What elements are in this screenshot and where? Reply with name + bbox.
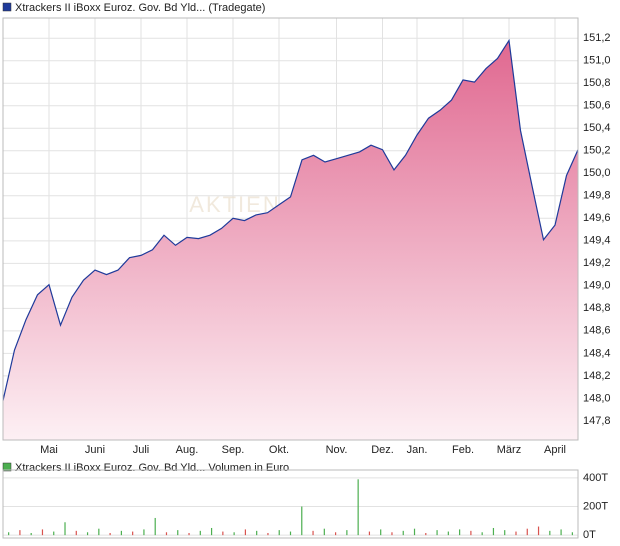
- volume-bar: [549, 530, 551, 536]
- y-tick-label: 147,8: [583, 415, 611, 427]
- x-tick-label: Juli: [133, 444, 150, 456]
- x-tick-label: Feb.: [452, 444, 474, 456]
- volume-bar: [323, 528, 325, 536]
- y-tick-label: 151,2: [583, 32, 611, 44]
- volume-bar: [41, 529, 44, 536]
- volume-bar: [537, 526, 540, 536]
- volume-bar: [526, 528, 528, 536]
- volume-bar: [346, 530, 348, 536]
- volume-bar: [256, 530, 258, 536]
- volume-bar: [402, 530, 404, 536]
- volume-bar: [8, 532, 10, 536]
- price-line: [2, 38, 579, 401]
- y-tick-label: 150,2: [583, 145, 611, 157]
- y-tick-label: 149,6: [583, 212, 611, 224]
- volume-bar: [222, 531, 224, 536]
- y-tick-label: 151,0: [583, 55, 611, 67]
- volume-bar: [459, 529, 461, 536]
- chart-title: Xtrackers II iBoxx Euroz. Gov. Bd Yld...…: [15, 2, 265, 14]
- y-tick-label: 148,4: [583, 347, 611, 359]
- volume-bar: [481, 532, 483, 536]
- volume-bar: [571, 532, 573, 536]
- legend-swatch: [2, 462, 12, 472]
- volume-bar: [98, 528, 100, 536]
- volume-bar: [380, 529, 382, 536]
- y-tick-label: 148,2: [583, 370, 611, 382]
- x-tick-label: Nov.: [326, 444, 348, 456]
- volume-bar: [109, 532, 111, 536]
- y-tick-label: 148,0: [583, 392, 611, 404]
- watermark: AKTIEN: [189, 192, 280, 217]
- volume-bar: [132, 531, 134, 536]
- x-tick-label: Dez.: [371, 444, 394, 456]
- volume-bar: [470, 530, 472, 536]
- volume-bar: [53, 531, 55, 536]
- y-tick-label: 148,8: [583, 302, 611, 314]
- y-tick-label: 149,8: [583, 190, 611, 202]
- y-tick-label: 150,6: [583, 100, 611, 112]
- volume-bar: [368, 531, 371, 536]
- y-tick-label: 149,2: [583, 257, 611, 269]
- volume-bar: [154, 517, 156, 536]
- volume-bar: [64, 522, 66, 536]
- volume-bar: [75, 530, 77, 536]
- volume-bar: [267, 532, 269, 536]
- volume-bar: [289, 531, 292, 536]
- volume-bar: [165, 532, 168, 536]
- volume-bar: [210, 527, 213, 536]
- x-tick-label: Okt.: [269, 444, 289, 456]
- volume-bar: [19, 530, 21, 536]
- volume-bar: [199, 530, 201, 536]
- area-fill: [3, 40, 578, 440]
- x-tick-label: Juni: [85, 444, 105, 456]
- x-tick-label: Mai: [40, 444, 58, 456]
- y-tick-label: 148,6: [583, 325, 611, 337]
- volume-bar: [143, 529, 145, 536]
- volume-bar: [492, 527, 495, 536]
- y-tick-label: 400T: [583, 472, 608, 484]
- volume-bar: [425, 532, 427, 536]
- volume-bar: [86, 532, 89, 536]
- volume-bar: [177, 530, 179, 536]
- x-tick-label: Sep.: [222, 444, 245, 456]
- x-tick-label: Jan.: [407, 444, 428, 456]
- x-tick-label: April: [544, 444, 566, 456]
- volume-bar: [301, 506, 303, 536]
- y-tick-label: 0T: [583, 529, 596, 541]
- x-tick-label: Aug.: [176, 444, 199, 456]
- volume-bar: [504, 530, 506, 536]
- volume-bar: [312, 530, 314, 536]
- plot-frame: [2, 17, 579, 441]
- y-tick-label: 150,0: [583, 167, 611, 179]
- x-tick-label: März: [497, 444, 521, 456]
- volume-bar: [188, 532, 190, 536]
- y-tick-label: 149,0: [583, 280, 611, 292]
- volume-bar: [391, 532, 393, 536]
- volume-bar: [244, 529, 247, 536]
- volume-bar: [334, 532, 337, 536]
- y-tick-label: 200T: [583, 500, 608, 512]
- y-tick-label: 149,4: [583, 235, 611, 247]
- volume-bar: [357, 479, 359, 536]
- volume-bar: [413, 528, 416, 536]
- y-tick-label: 150,8: [583, 77, 611, 89]
- legend-swatch: [2, 2, 12, 12]
- volume-title: Xtrackers II iBoxx Euroz. Gov. Bd Yld...…: [15, 462, 289, 474]
- volume-bar: [436, 530, 438, 536]
- volume-bar: [560, 529, 562, 536]
- volume-bar: [278, 530, 280, 536]
- y-tick-label: 150,4: [583, 122, 611, 134]
- volume-bar: [120, 530, 122, 536]
- volume-bar: [447, 531, 449, 536]
- volume-bar: [515, 531, 517, 536]
- volume-bar: [30, 532, 32, 536]
- plot-frame: [2, 469, 579, 539]
- volume-bar: [233, 532, 235, 536]
